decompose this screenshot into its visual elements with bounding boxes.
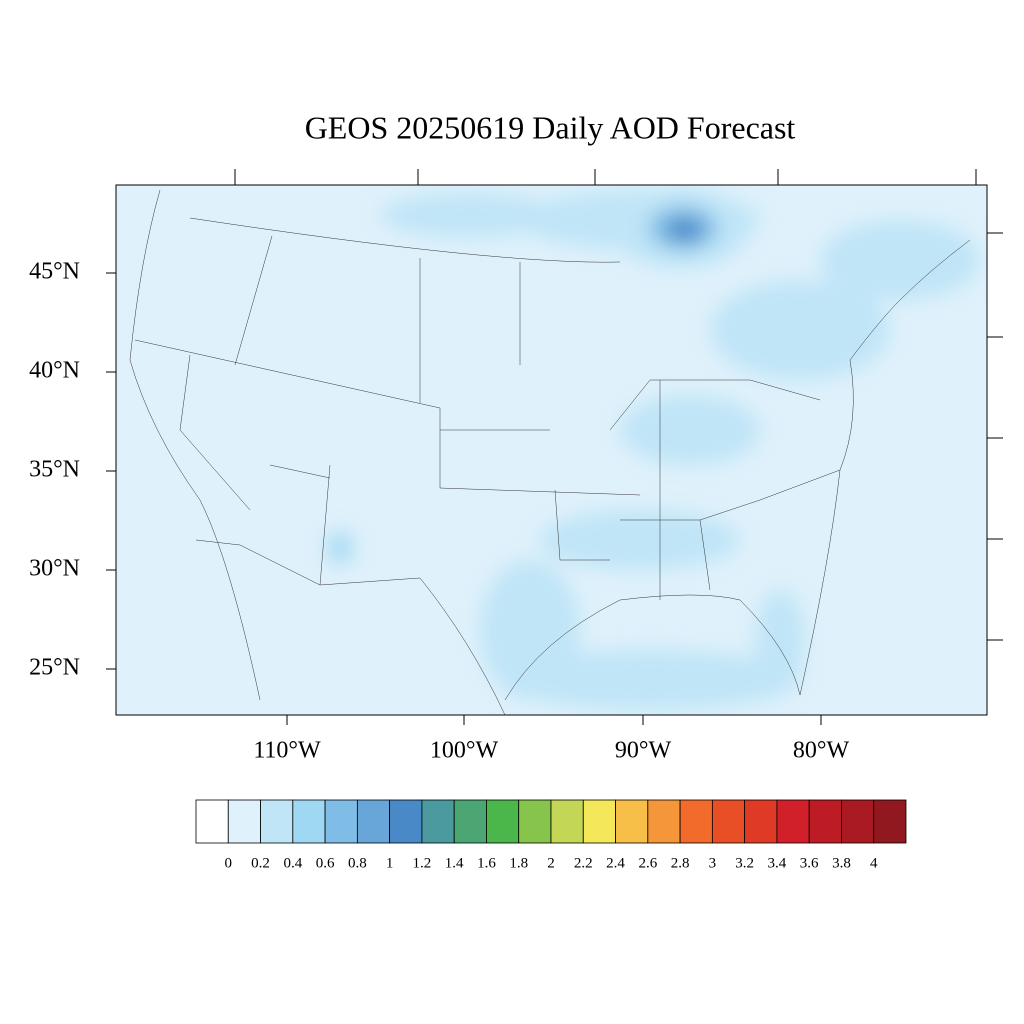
colorbar-label: 0.8: [348, 855, 367, 871]
title: GEOS 20250619 Daily AOD Forecast: [305, 109, 796, 145]
map-frame: [115, 184, 988, 716]
colorbar-label: 0.6: [316, 855, 335, 871]
colorbar-box: [195, 799, 229, 844]
colorbar-label: 0.2: [251, 855, 270, 871]
colorbar-box: [873, 799, 907, 844]
colorbar-box: [518, 799, 552, 844]
lat-label: 30°N: [29, 556, 80, 582]
lon-label: 110°W: [253, 738, 321, 764]
coastline: [129, 189, 971, 715]
colorbar-label: 1.8: [509, 855, 528, 871]
lon-label: 90°W: [615, 738, 672, 764]
colorbar-label: 1.6: [477, 855, 496, 871]
aod-patches: [328, 188, 980, 710]
colorbar-label: 0.4: [283, 855, 302, 871]
colorbar-box: [647, 799, 681, 844]
colorbar-box: [453, 799, 487, 844]
colorbar-label: 3.2: [735, 855, 754, 871]
lon-label: 100°W: [430, 738, 499, 764]
colorbar-box: [324, 799, 358, 844]
colorbar-box: [808, 799, 842, 844]
colorbar-label: 2.2: [574, 855, 593, 871]
lat-label: 40°N: [29, 358, 80, 384]
lat-label: 45°N: [29, 259, 80, 285]
colorbar-label: 2.6: [638, 855, 657, 871]
colorbar-box: [776, 799, 810, 844]
colorbar-box: [227, 799, 261, 844]
colorbar-label: 1.4: [445, 855, 464, 871]
colorbar-box: [356, 799, 391, 844]
lon-label: 80°W: [793, 738, 850, 764]
colorbar-label: 4: [870, 855, 878, 871]
map-area: [116, 185, 987, 715]
colorbar-box: [711, 799, 746, 844]
colorbar-label: 3.6: [800, 855, 819, 871]
colorbar-box: [292, 799, 326, 844]
colorbar-box: [421, 799, 455, 844]
colorbar-box: [679, 799, 713, 844]
borders: [134, 217, 841, 600]
colorbar-box: [260, 799, 294, 844]
colorbar-label: 2.8: [671, 855, 690, 871]
colorbar: 0 0.2 0.4 0.6 0.8 1 1.2 1.4 1.6 1.8 2 2.2 2.4 2.6 2.8 3…: [195, 799, 907, 871]
lat-label: 25°N: [29, 655, 80, 681]
colorbar-label: 0: [225, 855, 233, 871]
colorbar-box: [389, 799, 423, 844]
colorbar-box: [486, 799, 520, 844]
colorbar-label: 3: [709, 855, 717, 871]
colorbar-box: [744, 799, 778, 844]
colorbar-box: [841, 799, 875, 844]
colorbar-label: 1: [386, 855, 394, 871]
colorbar-label: 3.8: [832, 855, 851, 871]
axes: 45°N 40°N 35°N 30°N 25°N 110°W 100°W 90°W 80°W: [29, 169, 1003, 764]
colorbar-label: 1.2: [413, 855, 432, 871]
colorbar-box: [550, 799, 584, 844]
colorbar-label: 3.4: [768, 855, 787, 871]
colorbar-label: 2: [547, 855, 555, 871]
colorbar-label: 2.4: [606, 855, 625, 871]
lat-label: 35°N: [29, 457, 80, 483]
colorbar-box: [582, 799, 616, 844]
colorbar-box: [615, 799, 649, 844]
